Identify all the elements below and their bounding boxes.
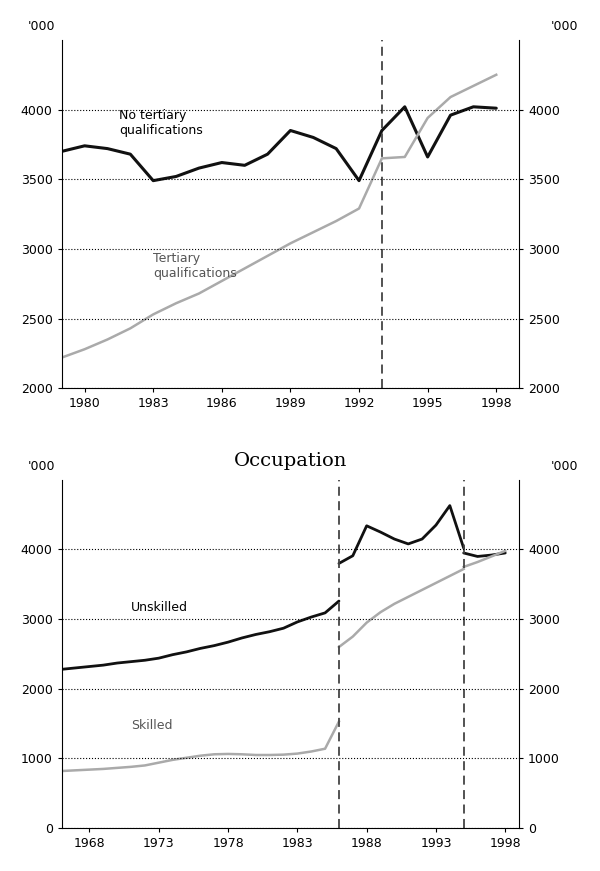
Text: Tertiary
qualifications: Tertiary qualifications	[153, 252, 237, 280]
Text: No tertiary
qualifications: No tertiary qualifications	[119, 110, 203, 138]
Text: Skilled: Skilled	[131, 719, 173, 732]
Text: '000: '000	[28, 460, 55, 473]
Text: '000: '000	[551, 20, 578, 33]
Text: '000: '000	[551, 460, 578, 473]
Text: '000: '000	[28, 20, 55, 33]
Text: Unskilled: Unskilled	[131, 601, 188, 613]
Title: Occupation: Occupation	[234, 452, 347, 470]
